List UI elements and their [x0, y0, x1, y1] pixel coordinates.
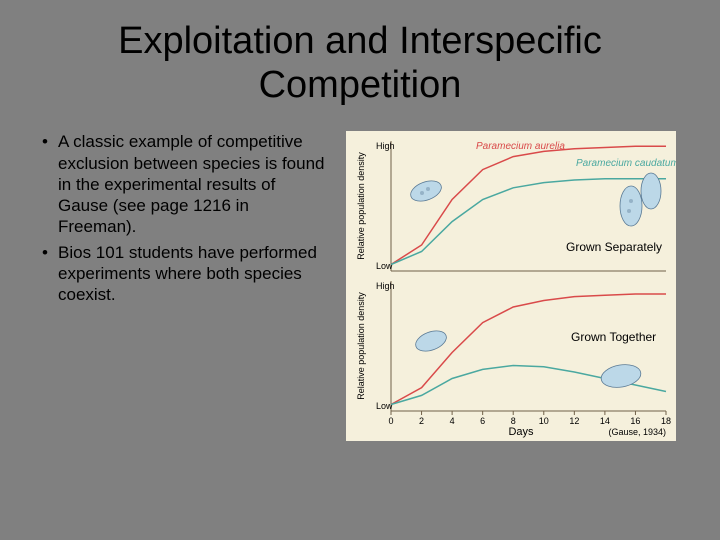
- svg-text:4: 4: [450, 416, 455, 426]
- svg-text:0: 0: [388, 416, 393, 426]
- organism-icon: [599, 362, 642, 391]
- slide-title: Exploitation and Interspecific Competiti…: [40, 20, 680, 107]
- svg-text:14: 14: [600, 416, 610, 426]
- organism-icon: [641, 173, 661, 209]
- species1-label: Paramecium aurelia: [476, 141, 565, 152]
- chart-column: Relative population density High Low Par…: [346, 131, 680, 441]
- bullet-item: A classic example of competitive exclusi…: [40, 131, 330, 237]
- bullet-list: A classic example of competitive exclusi…: [40, 131, 330, 305]
- svg-text:8: 8: [511, 416, 516, 426]
- svg-text:10: 10: [539, 416, 549, 426]
- organism-icon: [408, 177, 444, 205]
- panel1-ylabel: Relative population density: [356, 152, 366, 260]
- svg-text:6: 6: [480, 416, 485, 426]
- organism-icon: [620, 186, 642, 226]
- species2-label: Paramecium caudatum: [576, 158, 676, 169]
- chart-svg: Relative population density High Low Par…: [346, 131, 676, 441]
- panel-1: Relative population density High Low Par…: [356, 141, 676, 271]
- svg-text:16: 16: [630, 416, 640, 426]
- gause-chart: Relative population density High Low Par…: [346, 131, 676, 441]
- panel1-low: Low: [376, 261, 393, 271]
- svg-text:2: 2: [419, 416, 424, 426]
- bullet-item: Bios 101 students have performed experim…: [40, 242, 330, 306]
- x-axis-ticks: 0 2 4 6 8 10 12 14 16 18: [388, 411, 671, 426]
- svg-text:12: 12: [569, 416, 579, 426]
- panel1-label: Grown Separately: [566, 240, 662, 254]
- organism-icon: [413, 327, 449, 355]
- content-row: A classic example of competitive exclusi…: [40, 131, 680, 441]
- panel-2: Relative population density High Low Gro…: [356, 281, 666, 411]
- panel2-ylabel: Relative population density: [356, 292, 366, 400]
- slide: Exploitation and Interspecific Competiti…: [0, 0, 720, 540]
- text-column: A classic example of competitive exclusi…: [40, 131, 330, 441]
- x-axis-label: Days: [508, 426, 534, 438]
- panel2-label: Grown Together: [571, 330, 656, 344]
- panel1-high: High: [376, 141, 395, 151]
- panel2-low: Low: [376, 401, 393, 411]
- panel2-high: High: [376, 281, 395, 291]
- chart-source: (Gause, 1934): [608, 427, 666, 437]
- svg-text:18: 18: [661, 416, 671, 426]
